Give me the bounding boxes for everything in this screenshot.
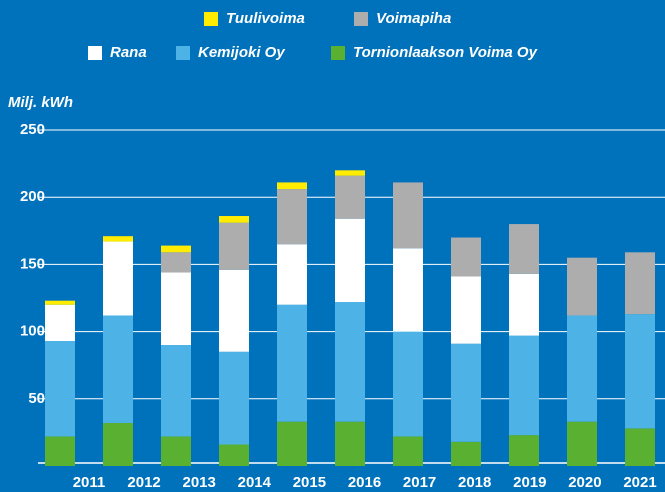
y-tick-label: 100 <box>20 323 45 340</box>
legend-swatch <box>204 12 218 26</box>
bar-segment <box>161 272 191 346</box>
x-tick-label: 2013 <box>183 474 216 491</box>
x-tick-label: 2014 <box>238 474 272 491</box>
bar-segment <box>393 436 423 466</box>
legend-swatch <box>88 46 102 60</box>
bar-segment <box>45 300 75 305</box>
bar-segment <box>161 245 191 253</box>
x-tick-label: 2016 <box>348 474 381 491</box>
bar-segment <box>393 331 423 437</box>
bar-segment <box>45 304 75 342</box>
bar-segment <box>45 341 75 437</box>
bar-segment <box>103 422 133 466</box>
x-tick-label: 2018 <box>458 474 491 491</box>
bar-segment <box>393 248 423 332</box>
x-tick-label: 2021 <box>623 474 656 491</box>
bar-segment <box>277 182 307 190</box>
bar-segment <box>335 421 365 466</box>
legend-label: Voimapiha <box>376 10 451 27</box>
x-tick-label: 2011 <box>73 474 106 491</box>
bar-segment <box>451 237 481 277</box>
bar-segment <box>219 222 249 270</box>
bar-segment <box>219 269 249 352</box>
bar-segment <box>509 435 539 466</box>
y-tick-label: 50 <box>28 390 45 407</box>
bar-segment <box>567 421 597 466</box>
y-tick-label: 150 <box>20 255 45 272</box>
bar-segment <box>103 241 133 316</box>
bar-segment <box>219 444 249 466</box>
bar-segment <box>45 436 75 466</box>
bar-segment <box>567 315 597 422</box>
bar-segment <box>509 224 539 274</box>
bar-segment <box>509 273 539 336</box>
x-tick-label: 2015 <box>293 474 326 491</box>
y-axis-label: Milj. kWh <box>8 94 73 111</box>
legend-label: Tornionlaakson Voima Oy <box>353 44 538 61</box>
legend-swatch <box>331 46 345 60</box>
bar-segment <box>335 218 365 303</box>
bar-segment <box>161 252 191 273</box>
bar-segment <box>103 315 133 423</box>
x-tick-label: 2012 <box>127 474 160 491</box>
legend-swatch <box>354 12 368 26</box>
legend-label: Rana <box>110 44 147 61</box>
bar-segment <box>277 244 307 305</box>
bar-segment <box>625 252 655 315</box>
bar-segment <box>277 304 307 422</box>
x-tick-label: 2017 <box>403 474 436 491</box>
bar-segment <box>451 276 481 344</box>
bar-segment <box>451 441 481 466</box>
y-tick-label: 200 <box>20 188 45 205</box>
y-tick-label: 250 <box>20 121 45 138</box>
bar-segment <box>277 421 307 466</box>
bar-segment <box>103 236 133 242</box>
bar-segment <box>335 302 365 422</box>
bar-segment <box>161 436 191 466</box>
x-tick-label: 2019 <box>513 474 546 491</box>
bar-segment <box>219 216 249 223</box>
bar-segment <box>509 335 539 436</box>
x-tick-label: 2020 <box>568 474 601 491</box>
legend-label: Tuulivoima <box>226 10 305 27</box>
legend-label: Kemijoki Oy <box>198 44 285 61</box>
bar-segment <box>393 182 423 249</box>
bar-segment <box>335 175 365 219</box>
legend-swatch <box>176 46 190 60</box>
bar-segment <box>277 189 307 245</box>
bar-segment <box>625 314 655 429</box>
bar-segment <box>625 428 655 466</box>
bar-segment <box>335 170 365 176</box>
bar-segment <box>219 351 249 445</box>
bar-segment <box>567 257 597 316</box>
bar-segment <box>161 345 191 437</box>
bar-segment <box>451 343 481 442</box>
